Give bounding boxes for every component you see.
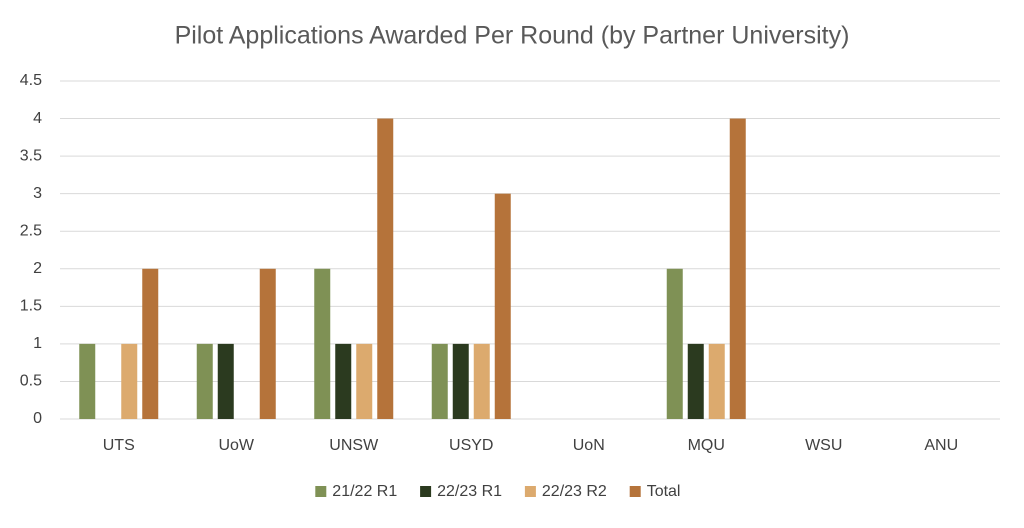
legend-swatch [420,486,432,497]
bar [729,118,746,420]
bar [708,343,725,419]
bar [431,343,448,419]
legend-label: 22/23 R1 [437,483,502,500]
y-tick-label: 0 [33,410,42,427]
legend-label: Total [647,483,681,500]
x-tick-label: ANU [924,437,958,454]
chart-title: Pilot Applications Awarded Per Round (by… [175,22,850,50]
bar [196,343,213,419]
x-tick-label: UNSW [329,437,379,454]
x-tick-label: UoN [573,437,605,454]
bar [142,268,159,419]
bar [687,343,704,419]
bar [473,343,490,419]
x-tick-label: UTS [103,437,135,454]
y-tick-label: 3 [33,185,42,202]
y-tick-label: 3.5 [20,147,42,164]
bar [79,343,96,419]
legend-swatch [315,486,327,497]
bar [356,343,373,419]
bar [494,193,511,419]
y-tick-label: 2 [33,260,42,277]
y-tick-label: 4.5 [20,72,42,89]
bar [377,118,394,420]
y-tick-label: 1 [33,335,42,352]
x-tick-label: USYD [449,437,493,454]
bar [335,343,352,419]
legend-label: 21/22 R1 [332,483,397,500]
bar [666,268,683,419]
legend-swatch [524,486,536,497]
y-tick-label: 1.5 [20,298,42,315]
legend-label: 22/23 R2 [542,483,607,500]
y-tick-label: 2.5 [20,222,42,239]
x-tick-label: MQU [688,437,725,454]
bar [452,343,469,419]
y-tick-label: 0.5 [20,373,42,390]
x-tick-label: UoW [218,437,254,454]
y-tick-label: 4 [33,110,42,127]
bar [217,343,234,419]
legend-swatch [629,486,641,497]
bar [259,268,276,419]
x-tick-label: WSU [805,437,842,454]
bar [314,268,331,419]
bar [121,343,138,419]
